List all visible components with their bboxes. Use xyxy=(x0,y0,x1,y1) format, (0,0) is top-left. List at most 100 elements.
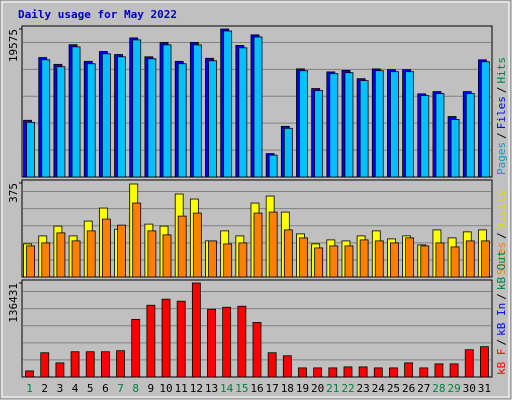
bar xyxy=(86,63,96,178)
bar xyxy=(223,30,233,178)
x-tick-label: 19 xyxy=(296,382,309,395)
bar xyxy=(314,247,324,278)
x-tick-label: 28 xyxy=(432,382,445,395)
x-tick-label: 27 xyxy=(417,382,430,395)
bar xyxy=(298,367,307,378)
legend-entry: kB In xyxy=(495,303,508,336)
bar xyxy=(238,47,248,178)
bar xyxy=(101,218,111,278)
legend: Pages / Files / Hits xyxy=(495,57,508,175)
x-tick-label: 17 xyxy=(266,382,279,395)
bar xyxy=(222,306,232,378)
x-tick-label: 8 xyxy=(132,382,139,395)
bar xyxy=(252,322,262,378)
x-tick-label: 24 xyxy=(372,382,386,395)
bar xyxy=(434,363,444,378)
x-tick-label: 7 xyxy=(117,382,124,395)
x-tick-label: 26 xyxy=(402,382,415,395)
bar xyxy=(71,240,81,278)
bar xyxy=(223,243,233,278)
bar xyxy=(192,44,202,178)
x-tick-label: 4 xyxy=(72,382,79,395)
bar xyxy=(131,318,141,378)
bar xyxy=(359,239,369,278)
bar xyxy=(177,215,187,278)
bar xyxy=(117,56,126,178)
x-tick-label: 23 xyxy=(357,382,370,395)
bar xyxy=(420,245,430,278)
bar xyxy=(26,245,35,278)
legend-entry: kB F xyxy=(495,349,508,376)
bar xyxy=(435,93,445,178)
bar xyxy=(55,362,65,378)
bar xyxy=(313,367,323,378)
bar xyxy=(328,367,338,378)
x-tick-label: 6 xyxy=(102,382,109,395)
bar xyxy=(70,351,80,378)
x-tick-label: 22 xyxy=(341,382,354,395)
bar xyxy=(132,202,142,278)
bar xyxy=(283,127,293,178)
bar xyxy=(85,351,95,378)
bar xyxy=(101,53,111,178)
legend-separator: / xyxy=(495,132,508,139)
bar xyxy=(343,366,353,378)
bar xyxy=(41,59,51,178)
legend-separator: / xyxy=(495,293,508,300)
legend-separator: / xyxy=(495,339,508,346)
x-tick-label: 12 xyxy=(190,382,203,395)
bar xyxy=(208,60,217,178)
bar xyxy=(192,212,202,278)
x-tick-label: 21 xyxy=(326,382,339,395)
bar xyxy=(450,118,460,178)
bar xyxy=(419,367,429,378)
legend-entry: Pages xyxy=(495,142,508,175)
bar xyxy=(465,93,475,178)
x-tick-label: 20 xyxy=(311,382,324,395)
x-tick-label: 15 xyxy=(235,382,248,395)
bar xyxy=(116,350,125,378)
bar xyxy=(117,224,126,278)
legend-entry: kB Out xyxy=(495,250,508,290)
bar xyxy=(267,352,277,378)
x-tick-label: 11 xyxy=(175,382,188,395)
bar xyxy=(41,242,51,278)
y-tick-label: 375 xyxy=(7,183,20,203)
bar xyxy=(147,58,157,178)
legend-entry: Visits xyxy=(495,190,508,230)
bar xyxy=(147,230,157,278)
bar xyxy=(420,95,430,178)
bar xyxy=(237,305,247,378)
x-tick-label: 31 xyxy=(478,382,491,395)
bar xyxy=(71,46,81,178)
x-tick-label: 25 xyxy=(387,382,400,395)
bar xyxy=(283,229,293,278)
bar xyxy=(404,362,414,378)
bar xyxy=(435,242,445,278)
bar xyxy=(177,63,187,178)
bar xyxy=(344,245,354,278)
bar xyxy=(389,367,398,378)
bar xyxy=(299,70,308,178)
x-tick-label: 10 xyxy=(159,382,172,395)
legend: Sites / Visits xyxy=(495,190,508,276)
bar xyxy=(481,61,490,178)
bar xyxy=(374,70,384,178)
legend-separator: / xyxy=(495,87,508,94)
bar xyxy=(268,154,278,178)
bar xyxy=(390,71,399,178)
bar xyxy=(359,80,369,178)
bar xyxy=(481,240,490,278)
x-tick-label: 16 xyxy=(250,382,263,395)
x-tick-label: 13 xyxy=(205,382,218,395)
x-tick-label: 30 xyxy=(463,382,476,395)
bar xyxy=(405,71,415,178)
legend-separator: / xyxy=(495,232,508,239)
x-tick-label: 3 xyxy=(57,382,64,395)
bar xyxy=(464,349,474,378)
bar xyxy=(208,240,217,278)
bar xyxy=(299,237,308,278)
bar xyxy=(268,211,278,278)
